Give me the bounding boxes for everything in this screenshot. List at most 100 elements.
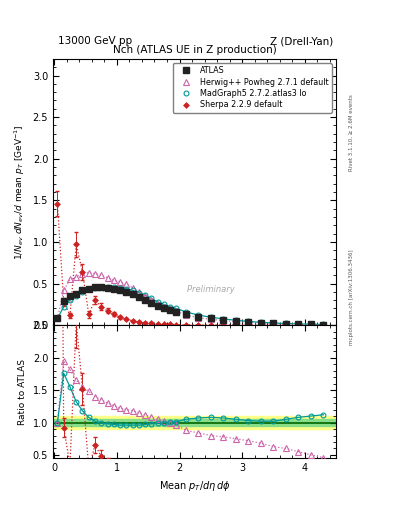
Sherpa 2.2.9 default: [184, 322, 188, 328]
Sherpa 2.2.9 default: [55, 201, 60, 207]
ATLAS: [259, 319, 263, 326]
Sherpa 2.2.9 default: [259, 322, 263, 328]
MadGraph5 2.7.2.atlas3 lo: [221, 316, 226, 322]
MadGraph5 2.7.2.atlas3 lo: [296, 321, 301, 327]
Herwig++ Powheg 2.7.1 default: [149, 297, 154, 303]
ATLAS: [99, 284, 104, 290]
Sherpa 2.2.9 default: [309, 322, 313, 328]
Sherpa 2.2.9 default: [208, 322, 213, 328]
ATLAS: [155, 303, 160, 309]
Herwig++ Powheg 2.7.1 default: [124, 281, 129, 287]
Herwig++ Powheg 2.7.1 default: [259, 320, 263, 326]
ATLAS: [271, 320, 276, 326]
ATLAS: [174, 309, 179, 315]
ATLAS: [136, 294, 141, 300]
MadGraph5 2.7.2.atlas3 lo: [61, 304, 66, 310]
Herwig++ Powheg 2.7.1 default: [321, 322, 326, 328]
ATLAS: [118, 287, 122, 293]
ATLAS: [112, 286, 116, 292]
Sherpa 2.2.9 default: [196, 322, 201, 328]
Herwig++ Powheg 2.7.1 default: [184, 312, 188, 318]
Sherpa 2.2.9 default: [130, 318, 135, 324]
MadGraph5 2.7.2.atlas3 lo: [309, 321, 313, 327]
MadGraph5 2.7.2.atlas3 lo: [99, 284, 104, 290]
Sherpa 2.2.9 default: [74, 241, 79, 247]
Herwig++ Powheg 2.7.1 default: [99, 272, 104, 279]
Herwig++ Powheg 2.7.1 default: [155, 301, 160, 307]
Sherpa 2.2.9 default: [162, 321, 166, 327]
ATLAS: [296, 321, 301, 327]
Sherpa 2.2.9 default: [93, 297, 97, 303]
Y-axis label: $1/N_{ev}$ $dN_{ev}/d$ mean $p_{T}$ [GeV$^{-1}$]: $1/N_{ev}$ $dN_{ev}/d$ mean $p_{T}$ [GeV…: [13, 124, 27, 260]
Herwig++ Powheg 2.7.1 default: [296, 321, 301, 327]
Herwig++ Powheg 2.7.1 default: [168, 306, 173, 312]
MadGraph5 2.7.2.atlas3 lo: [284, 321, 288, 327]
Herwig++ Powheg 2.7.1 default: [136, 289, 141, 295]
Herwig++ Powheg 2.7.1 default: [221, 317, 226, 324]
Line: ATLAS: ATLAS: [54, 284, 327, 328]
Sherpa 2.2.9 default: [99, 304, 104, 310]
Legend: ATLAS, Herwig++ Powheg 2.7.1 default, MadGraph5 2.7.2.atlas3 lo, Sherpa 2.2.9 de: ATLAS, Herwig++ Powheg 2.7.1 default, Ma…: [173, 63, 332, 113]
Line: Sherpa 2.2.9 default: Sherpa 2.2.9 default: [55, 202, 325, 327]
ATLAS: [86, 286, 91, 292]
Sherpa 2.2.9 default: [296, 322, 301, 328]
ATLAS: [208, 315, 213, 322]
MadGraph5 2.7.2.atlas3 lo: [233, 317, 238, 324]
ATLAS: [233, 318, 238, 324]
Text: mcplots.cern.ch [arXiv:1306.3436]: mcplots.cern.ch [arXiv:1306.3436]: [349, 249, 354, 345]
Herwig++ Powheg 2.7.1 default: [61, 287, 66, 293]
Sherpa 2.2.9 default: [143, 319, 147, 326]
ATLAS: [80, 287, 85, 293]
MadGraph5 2.7.2.atlas3 lo: [93, 285, 97, 291]
Text: ATLAS                        Preliminary: ATLAS Preliminary: [99, 285, 235, 294]
Sherpa 2.2.9 default: [61, 299, 66, 305]
Herwig++ Powheg 2.7.1 default: [86, 270, 91, 276]
Herwig++ Powheg 2.7.1 default: [284, 321, 288, 327]
Line: MadGraph5 2.7.2.atlas3 lo: MadGraph5 2.7.2.atlas3 lo: [55, 285, 326, 327]
ATLAS: [61, 298, 66, 304]
Sherpa 2.2.9 default: [321, 322, 326, 328]
Sherpa 2.2.9 default: [136, 319, 141, 325]
ATLAS: [309, 321, 313, 327]
Sherpa 2.2.9 default: [112, 311, 116, 317]
Herwig++ Powheg 2.7.1 default: [309, 322, 313, 328]
ATLAS: [149, 300, 154, 306]
Sherpa 2.2.9 default: [233, 322, 238, 328]
Herwig++ Powheg 2.7.1 default: [130, 285, 135, 291]
Herwig++ Powheg 2.7.1 default: [143, 293, 147, 299]
ATLAS: [124, 289, 129, 295]
ATLAS: [143, 297, 147, 303]
Herwig++ Powheg 2.7.1 default: [68, 276, 72, 283]
Herwig++ Powheg 2.7.1 default: [208, 316, 213, 323]
ATLAS: [221, 316, 226, 323]
MadGraph5 2.7.2.atlas3 lo: [208, 314, 213, 321]
MadGraph5 2.7.2.atlas3 lo: [105, 284, 110, 290]
MadGraph5 2.7.2.atlas3 lo: [130, 287, 135, 293]
ATLAS: [184, 311, 188, 317]
ATLAS: [105, 285, 110, 291]
Text: 13000 GeV pp: 13000 GeV pp: [58, 36, 132, 46]
MadGraph5 2.7.2.atlas3 lo: [184, 309, 188, 315]
Sherpa 2.2.9 default: [284, 322, 288, 328]
ATLAS: [130, 291, 135, 297]
ATLAS: [246, 318, 251, 325]
Sherpa 2.2.9 default: [149, 321, 154, 327]
Herwig++ Powheg 2.7.1 default: [271, 321, 276, 327]
MadGraph5 2.7.2.atlas3 lo: [136, 290, 141, 296]
Herwig++ Powheg 2.7.1 default: [74, 274, 79, 280]
ATLAS: [284, 321, 288, 327]
Y-axis label: Ratio to ATLAS: Ratio to ATLAS: [18, 359, 27, 424]
Herwig++ Powheg 2.7.1 default: [162, 304, 166, 310]
MadGraph5 2.7.2.atlas3 lo: [162, 301, 166, 307]
MadGraph5 2.7.2.atlas3 lo: [86, 286, 91, 292]
Herwig++ Powheg 2.7.1 default: [174, 308, 179, 314]
ATLAS: [93, 284, 97, 290]
ATLAS: [74, 290, 79, 296]
Sherpa 2.2.9 default: [124, 316, 129, 323]
Herwig++ Powheg 2.7.1 default: [233, 318, 238, 325]
ATLAS: [55, 315, 60, 322]
Title: Nch (ATLAS UE in Z production): Nch (ATLAS UE in Z production): [113, 46, 276, 55]
Sherpa 2.2.9 default: [221, 322, 226, 328]
Text: Rivet 3.1.10, ≥ 2.6M events: Rivet 3.1.10, ≥ 2.6M events: [349, 95, 354, 172]
X-axis label: Mean $p_{T}/d\eta\,d\phi$: Mean $p_{T}/d\eta\,d\phi$: [159, 479, 230, 493]
